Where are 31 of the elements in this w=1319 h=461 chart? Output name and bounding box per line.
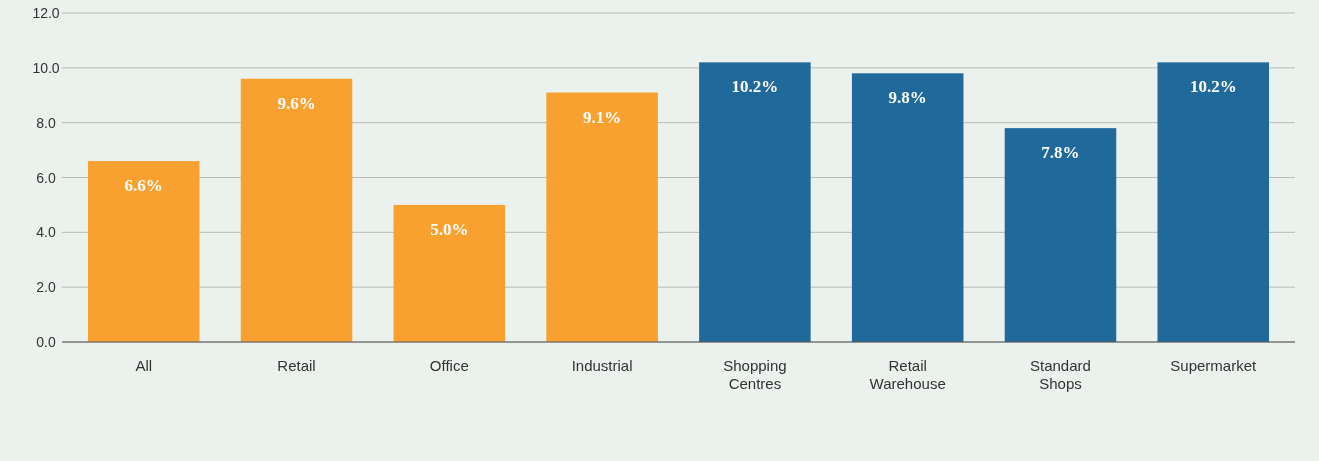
x-tick-label: Shopping Centres (723, 357, 787, 392)
y-tick-label: 10.0 (32, 59, 60, 76)
x-tick-label: Retail Warehouse (869, 357, 946, 392)
y-tick-label: 0.0 (36, 334, 56, 350)
data-label: 10.2% (1189, 77, 1237, 97)
bar (851, 73, 964, 342)
y-tick-label: 6.0 (36, 169, 56, 186)
x-tick-label: Standard Shops (1030, 357, 1091, 392)
data-label: 6.6% (124, 176, 163, 196)
x-tick-label: Retail (277, 357, 316, 374)
bar (240, 78, 353, 342)
y-tick-label: 8.0 (36, 114, 56, 131)
bar (87, 161, 200, 342)
x-tick-label: Industrial (571, 357, 633, 374)
y-tick-label: 2.0 (36, 279, 56, 296)
bar (1004, 128, 1117, 342)
y-tick-label: 4.0 (36, 224, 56, 241)
data-label: 9.1% (582, 107, 622, 127)
x-tick-label: Office (429, 357, 469, 374)
x-tick-label: Supermarket (1170, 357, 1258, 374)
data-label: 10.2% (731, 77, 779, 97)
bar (546, 92, 658, 342)
y-tick-label: 12.0 (32, 5, 60, 21)
bar (1157, 62, 1270, 342)
data-label: 7.8% (1041, 143, 1080, 163)
bar (699, 62, 811, 342)
bar (393, 204, 506, 342)
x-tick-label: All (135, 357, 153, 374)
data-label: 9.6% (277, 93, 316, 113)
data-label: 9.8% (888, 88, 927, 108)
data-label: 5.0% (430, 219, 469, 239)
